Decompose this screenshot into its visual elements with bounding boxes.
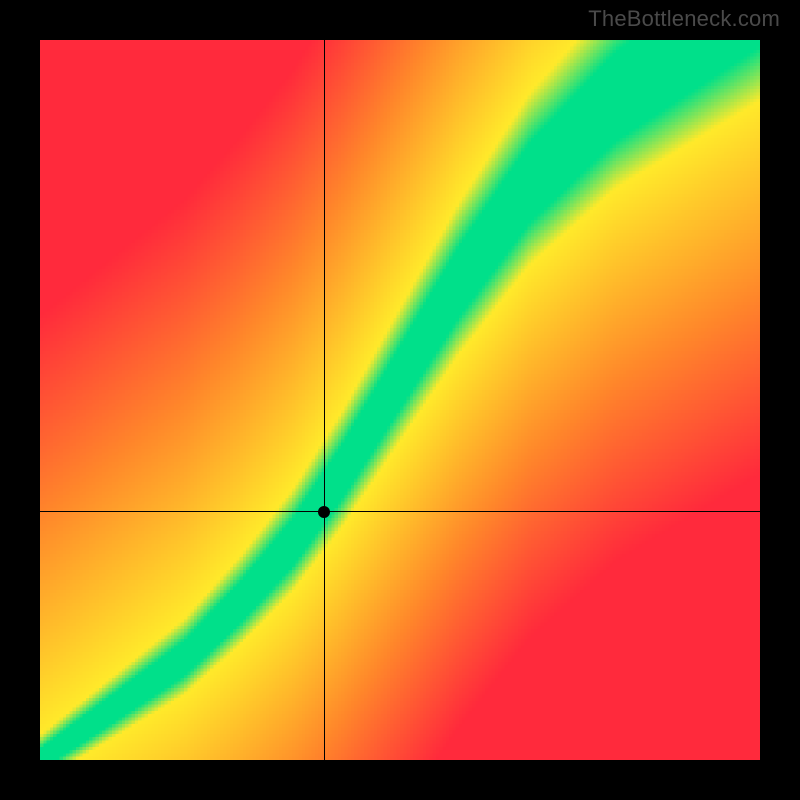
bottleneck-heatmap bbox=[40, 40, 760, 760]
watermark-text: TheBottleneck.com bbox=[588, 6, 780, 32]
chart-container: TheBottleneck.com bbox=[0, 0, 800, 800]
